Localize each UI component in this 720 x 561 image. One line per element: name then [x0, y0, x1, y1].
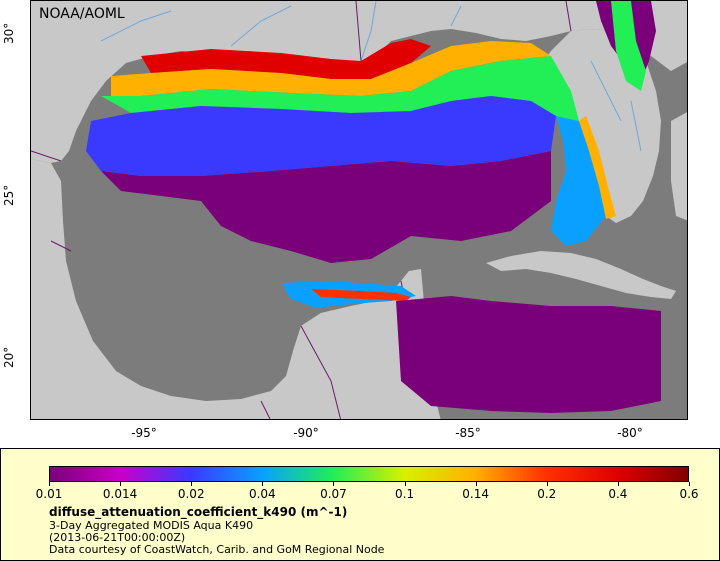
colorbar-tick-mark — [120, 482, 122, 486]
k490-map — [31, 1, 687, 419]
colorbar-tick-label: 0.2 — [537, 487, 557, 501]
colorbar — [49, 466, 689, 482]
lon-tick-95: -95° — [131, 426, 157, 440]
k490-swaths — [86, 1, 661, 413]
legend-panel: 0.01 0.014 0.02 0.04 0.07 0.1 0.14 0.2 0.4 0.6 di… — [0, 448, 720, 561]
colorbar-tick-label: 0.04 — [248, 487, 276, 501]
swath-caribbean-low — [396, 296, 661, 413]
product-name: 3-Day Aggregated MODIS Aqua K490 — [49, 519, 254, 532]
lon-tick-80: -80° — [617, 426, 643, 440]
colorbar-tick-label: 0.4 — [608, 487, 628, 501]
lon-tick-85: -85° — [455, 426, 481, 440]
swath-shelf-green — [101, 56, 579, 121]
swath-florida-coast — [579, 116, 616, 219]
variable-title: diffuse_attenuation_coefficient_k490 (m^… — [49, 505, 348, 519]
colorbar-tick-label: 0.1 — [395, 487, 415, 501]
swath-florida-shelf — [551, 116, 606, 246]
colorbar-tick-mark — [475, 482, 477, 486]
swath-atlantic-coast — [611, 1, 646, 91]
swath-offshore-low — [101, 151, 551, 263]
courtesy-label: Data courtesy of CoastWatch, Carib. and … — [49, 543, 385, 556]
swath-nearshore-high — [141, 39, 431, 79]
river-lines — [100, 1, 642, 152]
colorbar-tick-mark — [262, 482, 264, 486]
cuba-land — [486, 251, 676, 299]
colorbar-tick-label: 0.014 — [102, 487, 138, 501]
colorbar-tick-label: 0.14 — [462, 487, 490, 501]
colorbar-tick-mark — [689, 482, 690, 486]
lat-tick-25: 25° — [2, 184, 16, 206]
colorbar-tick-mark — [49, 482, 50, 486]
time-label: (2013-06-21T00:00:00Z) — [49, 531, 186, 544]
lat-tick-20: 20° — [2, 346, 16, 368]
swath-yucatan-coast — [311, 289, 411, 301]
colorbar-tick-label: 0.6 — [679, 487, 699, 501]
colorbar-tick-label: 0.02 — [177, 487, 205, 501]
credit-label: NOAA/AOML — [39, 6, 125, 22]
colorbar-tick-label: 0.07 — [320, 487, 347, 501]
colorbar-tick-mark — [333, 482, 335, 486]
colorbar-tick-label: 0.01 — [35, 487, 63, 501]
yucatan-land — [293, 271, 416, 419]
colorbar-tick-mark — [546, 482, 548, 486]
bahamas-land — [671, 112, 687, 221]
map-frame: NOAA/AOML — [30, 0, 688, 420]
us-land — [31, 1, 687, 163]
swath-blue-band — [86, 96, 556, 176]
lon-tick-90: -90° — [293, 426, 319, 440]
swath-coastal-mid — [111, 41, 551, 101]
lat-tick-30: 30° — [2, 22, 16, 44]
colorbar-tick-mark — [191, 482, 193, 486]
colorbar-tick-mark — [404, 482, 406, 486]
colorbar-tick-mark — [617, 482, 619, 486]
